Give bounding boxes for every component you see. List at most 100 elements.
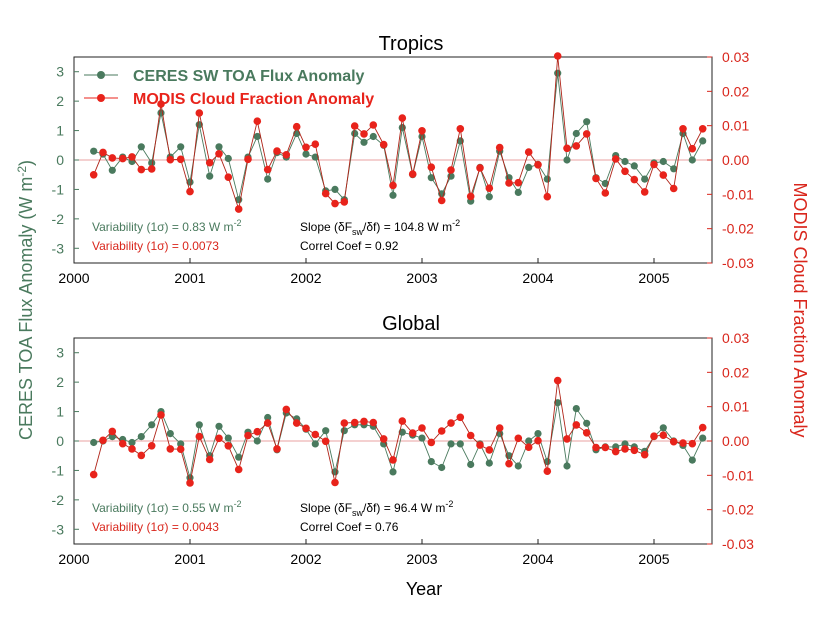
modis-point xyxy=(476,441,484,449)
modis-point xyxy=(331,478,339,487)
ceres-point xyxy=(485,193,493,201)
modis-point xyxy=(108,154,117,162)
x-tick-label: 2000 xyxy=(58,551,89,567)
ceres-point xyxy=(427,174,435,182)
ceres-point xyxy=(137,143,145,151)
modis-point xyxy=(553,52,562,60)
modis-point xyxy=(311,430,320,439)
modis-point xyxy=(369,418,378,427)
y-tick-label-left: -1 xyxy=(52,462,65,478)
ceres-point xyxy=(90,438,98,447)
ceres-point xyxy=(253,437,261,445)
modis-point xyxy=(389,456,397,464)
ceres-point xyxy=(90,147,98,155)
ceres-point xyxy=(630,162,638,170)
modis-series-line xyxy=(93,380,704,484)
variability-modis: Variability (1σ) = 0.0073 xyxy=(92,239,219,253)
ceres-point xyxy=(108,166,116,174)
ceres-point xyxy=(215,422,223,430)
ceres-point xyxy=(389,468,397,476)
modis-point xyxy=(447,166,455,174)
y-tick-label-left: 3 xyxy=(56,345,64,361)
modis-point xyxy=(128,445,136,453)
ceres-point xyxy=(572,405,580,413)
ceres-point xyxy=(572,129,580,138)
x-tick-label: 2001 xyxy=(174,270,205,286)
ceres-point xyxy=(389,191,397,199)
x-tick-label: 2003 xyxy=(406,551,437,567)
modis-point xyxy=(263,419,272,427)
modis-point xyxy=(543,467,552,476)
y-tick-label-right: -0.02 xyxy=(722,221,754,237)
ceres-point xyxy=(177,440,185,448)
modis-point xyxy=(176,445,185,454)
ceres-series-line xyxy=(93,402,704,478)
ceres-point xyxy=(302,150,310,158)
y-tick-label-right: 0.03 xyxy=(722,330,749,346)
modis-point xyxy=(621,167,629,176)
ceres-point xyxy=(467,460,475,469)
modis-point xyxy=(650,432,658,441)
y-tick-label-left: 0 xyxy=(56,152,64,168)
modis-point xyxy=(679,125,687,133)
modis-point xyxy=(534,436,542,445)
ceres-point xyxy=(177,143,185,151)
modis-point xyxy=(331,199,339,208)
modis-point xyxy=(621,445,629,453)
modis-point xyxy=(186,479,194,487)
ceres-point xyxy=(157,109,165,117)
y-axis-right-label: MODIS Cloud Fraction Anomaly xyxy=(790,182,810,437)
modis-point xyxy=(205,158,214,167)
right-axis: 0.03 0.02 0.01 0.00 -0.01 -0.02 -0.03 xyxy=(707,330,754,552)
y-tick-label-right: 0.01 xyxy=(722,118,749,134)
modis-point xyxy=(456,125,465,133)
modis-point xyxy=(592,443,600,452)
global-panel: Global 3 2 1 0 -1 -2 -3 0.03 0.02 0.01 0.00 -0.01 -… xyxy=(52,313,755,567)
modis-point xyxy=(688,439,697,448)
ceres-point xyxy=(166,430,174,438)
modis-point xyxy=(524,148,533,156)
modis-point xyxy=(447,419,455,427)
modis-point xyxy=(669,184,678,193)
ceres-point xyxy=(322,427,330,435)
modis-point xyxy=(99,436,107,445)
ceres-point xyxy=(554,399,562,407)
modis-point xyxy=(437,196,446,205)
y-tick-label-left: 2 xyxy=(56,93,64,109)
slope-annotation: Slope (δFsw/δf) = 104.8 W m-2 xyxy=(300,218,460,237)
modis-point xyxy=(253,117,262,125)
modis-point xyxy=(650,160,658,169)
ceres-point xyxy=(525,163,533,171)
modis-point xyxy=(224,173,233,181)
ceres-point xyxy=(311,153,319,161)
ceres-point xyxy=(699,434,707,442)
modis-point xyxy=(534,161,542,169)
modis-point xyxy=(640,450,649,459)
ceres-point xyxy=(360,138,368,146)
ceres-point xyxy=(195,421,203,429)
y-tick-label-left: 1 xyxy=(56,404,64,420)
modis-point xyxy=(186,187,194,196)
x-tick-label: 2000 xyxy=(58,270,89,286)
y-tick-label-right: 0.00 xyxy=(722,152,749,168)
panel-title: Tropics xyxy=(379,33,444,55)
modis-point xyxy=(108,427,117,436)
y-tick-label-left: 3 xyxy=(56,64,64,80)
left-axis: 3 2 1 0 -1 -2 -3 xyxy=(52,345,79,537)
modis-point xyxy=(244,431,252,440)
modis-point xyxy=(572,421,581,429)
ceres-point xyxy=(514,188,522,196)
ceres-point xyxy=(128,438,136,447)
modis-point xyxy=(253,427,262,436)
modis-point xyxy=(166,155,175,164)
modis-point xyxy=(176,155,185,164)
x-tick-label: 2002 xyxy=(290,270,321,286)
y-tick-label-right: 0.01 xyxy=(722,399,749,415)
ceres-point xyxy=(659,424,667,432)
modis-point xyxy=(679,439,687,447)
x-axis: 2000 2001 2002 2003 2004 2005 xyxy=(58,539,670,567)
ceres-point xyxy=(418,434,426,442)
modis-point xyxy=(524,443,533,452)
modis-point xyxy=(418,424,426,432)
tropics-panel: Tropics 3 2 1 0 -1 -2 -3 0.03 0.02 0.01 0.00 -0.01… xyxy=(52,33,755,286)
